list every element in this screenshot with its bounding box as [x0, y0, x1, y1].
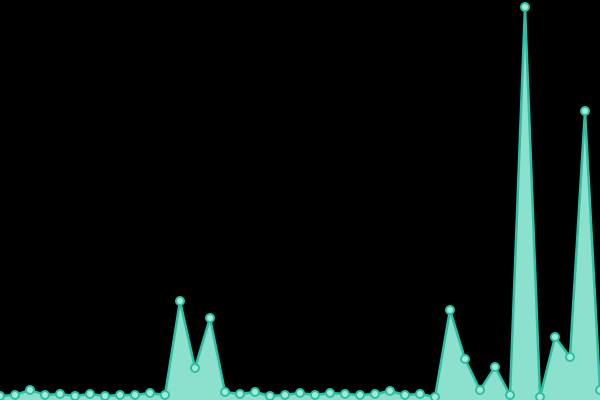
data-point-marker[interactable]	[295, 388, 305, 398]
data-point-marker[interactable]	[595, 385, 600, 395]
data-point-marker[interactable]	[370, 389, 380, 399]
series-line	[0, 5, 600, 399]
data-point-marker[interactable]	[175, 296, 185, 306]
data-point-marker[interactable]	[505, 390, 515, 400]
area-fill	[0, 7, 600, 400]
data-point-marker[interactable]	[145, 388, 155, 398]
data-point-marker[interactable]	[415, 389, 425, 399]
data-point-marker[interactable]	[190, 363, 200, 373]
data-point-marker[interactable]	[340, 389, 350, 399]
data-point-marker[interactable]	[10, 390, 20, 400]
data-point-marker[interactable]	[70, 391, 80, 400]
data-point-marker[interactable]	[460, 354, 470, 364]
data-point-marker[interactable]	[220, 387, 230, 397]
data-point-marker[interactable]	[235, 389, 245, 399]
data-point-marker[interactable]	[355, 390, 365, 400]
data-point-marker[interactable]	[160, 390, 170, 400]
data-point-marker[interactable]	[445, 305, 455, 315]
data-point-marker[interactable]	[280, 390, 290, 400]
data-point-marker[interactable]	[85, 389, 95, 399]
data-point-marker[interactable]	[250, 387, 260, 397]
data-point-marker[interactable]	[385, 386, 395, 396]
data-point-marker[interactable]	[535, 392, 545, 400]
data-point-marker[interactable]	[115, 390, 125, 400]
data-point-marker[interactable]	[55, 389, 65, 399]
data-point-marker[interactable]	[400, 390, 410, 400]
data-point-marker[interactable]	[310, 390, 320, 400]
data-point-marker[interactable]	[265, 391, 275, 400]
data-point-marker[interactable]	[40, 390, 50, 400]
data-point-marker[interactable]	[580, 106, 590, 116]
data-point-marker[interactable]	[205, 313, 215, 323]
data-point-marker[interactable]	[0, 391, 5, 400]
data-point-marker[interactable]	[490, 362, 500, 372]
data-point-marker[interactable]	[520, 2, 530, 12]
data-point-marker[interactable]	[565, 352, 575, 362]
data-point-marker[interactable]	[325, 388, 335, 398]
data-point-marker[interactable]	[430, 392, 440, 400]
data-point-marker[interactable]	[550, 332, 560, 342]
data-point-marker[interactable]	[475, 385, 485, 395]
data-point-marker[interactable]	[100, 391, 110, 400]
data-point-marker[interactable]	[25, 385, 35, 395]
data-point-marker[interactable]	[130, 390, 140, 400]
